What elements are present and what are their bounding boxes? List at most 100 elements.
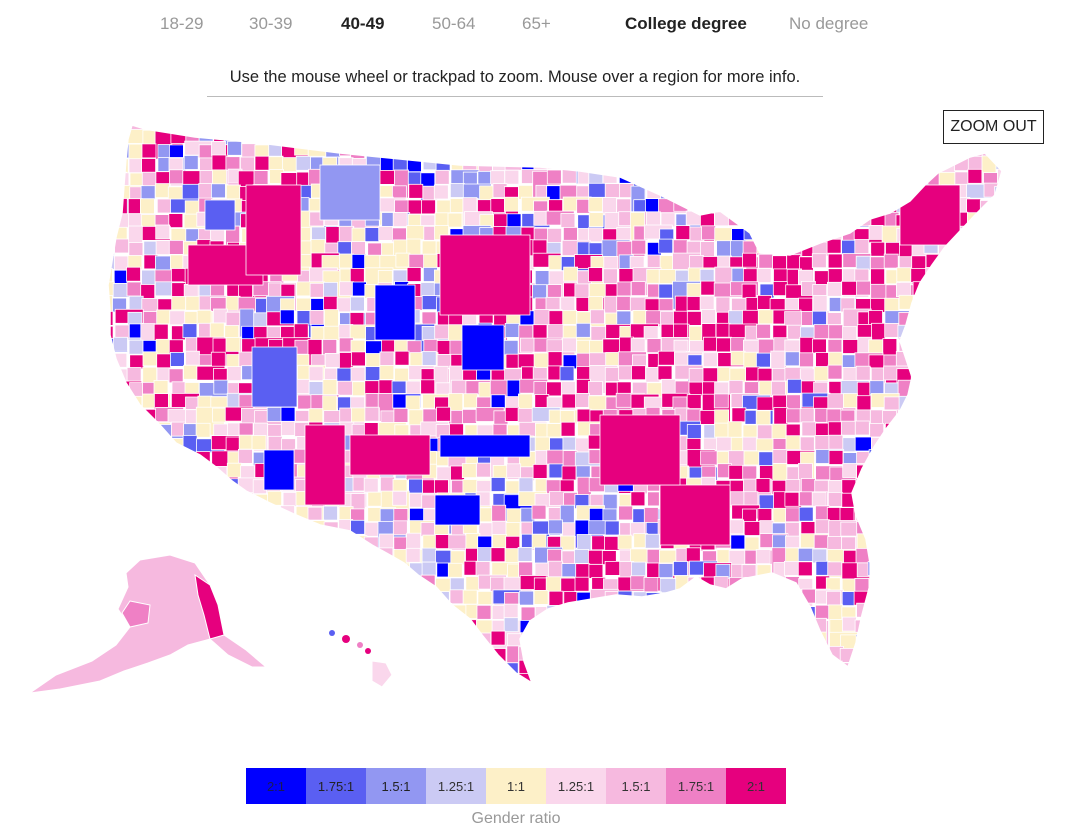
county-region[interactable]	[183, 534, 213, 550]
county-region[interactable]	[325, 633, 341, 662]
county-region[interactable]	[699, 143, 729, 173]
county-region[interactable]	[938, 506, 954, 522]
county-region[interactable]	[323, 673, 339, 695]
county-region[interactable]	[588, 227, 603, 243]
county-region[interactable]	[772, 255, 787, 271]
county-region[interactable]	[156, 477, 172, 507]
county-region[interactable]	[421, 128, 437, 144]
county-region[interactable]	[420, 282, 436, 297]
county-region[interactable]	[674, 634, 703, 649]
county-region[interactable]	[393, 577, 409, 607]
county-region[interactable]	[927, 281, 943, 297]
county-region[interactable]	[856, 172, 886, 188]
county-region[interactable]	[898, 505, 914, 521]
county-region[interactable]	[379, 533, 394, 549]
county-region[interactable]	[184, 661, 213, 677]
county-region[interactable]	[616, 691, 630, 695]
county-region[interactable]	[352, 130, 382, 146]
county-region[interactable]	[304, 424, 346, 506]
county-region[interactable]	[785, 547, 800, 563]
county-region[interactable]	[323, 295, 339, 311]
county-region[interactable]	[101, 366, 116, 382]
county-region[interactable]	[813, 129, 829, 145]
county-region[interactable]	[755, 549, 771, 564]
county-region[interactable]	[379, 351, 395, 367]
county-region[interactable]	[325, 142, 341, 158]
county-region[interactable]	[156, 659, 186, 675]
county-region[interactable]	[139, 533, 169, 549]
county-region[interactable]	[801, 171, 816, 187]
county-region[interactable]	[658, 238, 674, 254]
county-region[interactable]	[828, 450, 844, 465]
county-region[interactable]	[954, 450, 969, 466]
county-region[interactable]	[785, 618, 815, 648]
county-region[interactable]	[995, 423, 1010, 439]
county-region[interactable]	[419, 591, 435, 606]
county-region[interactable]	[395, 606, 425, 622]
county-region[interactable]	[871, 171, 886, 186]
county-region[interactable]	[870, 647, 886, 662]
county-region[interactable]	[841, 143, 857, 159]
county-region[interactable]	[282, 619, 298, 635]
county-region[interactable]	[800, 660, 830, 675]
county-region[interactable]	[686, 296, 702, 311]
county-region[interactable]	[225, 674, 241, 689]
county-region[interactable]	[448, 115, 478, 129]
county-region[interactable]	[825, 210, 855, 226]
county-region[interactable]	[996, 198, 1010, 214]
county-region[interactable]	[980, 116, 1009, 131]
county-region[interactable]	[785, 691, 813, 695]
county-region[interactable]	[547, 284, 562, 300]
county-region[interactable]	[310, 239, 326, 254]
county-region[interactable]	[447, 562, 463, 578]
county-region[interactable]	[926, 563, 956, 579]
county-region[interactable]	[168, 491, 184, 507]
county-region[interactable]	[100, 281, 115, 297]
county-region[interactable]	[911, 561, 927, 577]
county-region[interactable]	[576, 617, 592, 633]
county-region[interactable]	[449, 183, 465, 198]
county-region[interactable]	[661, 659, 677, 688]
county-region[interactable]	[912, 352, 942, 382]
county-region[interactable]	[675, 157, 690, 173]
county-region[interactable]	[899, 479, 929, 495]
county-region[interactable]	[240, 631, 270, 647]
county-region[interactable]	[954, 491, 983, 507]
county-region[interactable]	[730, 534, 746, 550]
county-region[interactable]	[870, 466, 885, 482]
county-region[interactable]	[659, 592, 689, 622]
county-region[interactable]	[854, 577, 870, 593]
county-region[interactable]	[855, 508, 870, 524]
county-region[interactable]	[324, 533, 340, 549]
county-region[interactable]	[618, 116, 634, 131]
county-region[interactable]	[504, 116, 534, 131]
county-region[interactable]	[685, 547, 701, 563]
county-region[interactable]	[784, 630, 799, 646]
county-region[interactable]	[363, 477, 379, 493]
county-region[interactable]	[967, 168, 983, 184]
county-region[interactable]	[532, 116, 548, 145]
county-region[interactable]	[895, 588, 911, 604]
county-region[interactable]	[268, 591, 284, 607]
county-region[interactable]	[841, 479, 857, 495]
county-region[interactable]	[829, 689, 843, 695]
county-region[interactable]	[531, 504, 547, 520]
county-region[interactable]	[295, 117, 311, 132]
county-region[interactable]	[245, 184, 302, 276]
county-region[interactable]	[952, 507, 982, 523]
county-region[interactable]	[364, 406, 380, 422]
county-region[interactable]	[560, 689, 574, 695]
county-region[interactable]	[479, 689, 493, 695]
county-region[interactable]	[896, 549, 912, 565]
county-region[interactable]	[939, 591, 969, 607]
county-region[interactable]	[995, 115, 1010, 143]
county-region[interactable]	[128, 158, 144, 174]
county-region[interactable]	[912, 464, 927, 494]
county-region[interactable]	[349, 604, 365, 620]
county-region[interactable]	[143, 116, 172, 131]
county-region[interactable]	[968, 393, 984, 423]
county-region[interactable]	[351, 281, 367, 297]
county-region[interactable]	[293, 648, 309, 663]
county-region[interactable]	[408, 589, 424, 619]
county-region[interactable]	[644, 674, 674, 695]
